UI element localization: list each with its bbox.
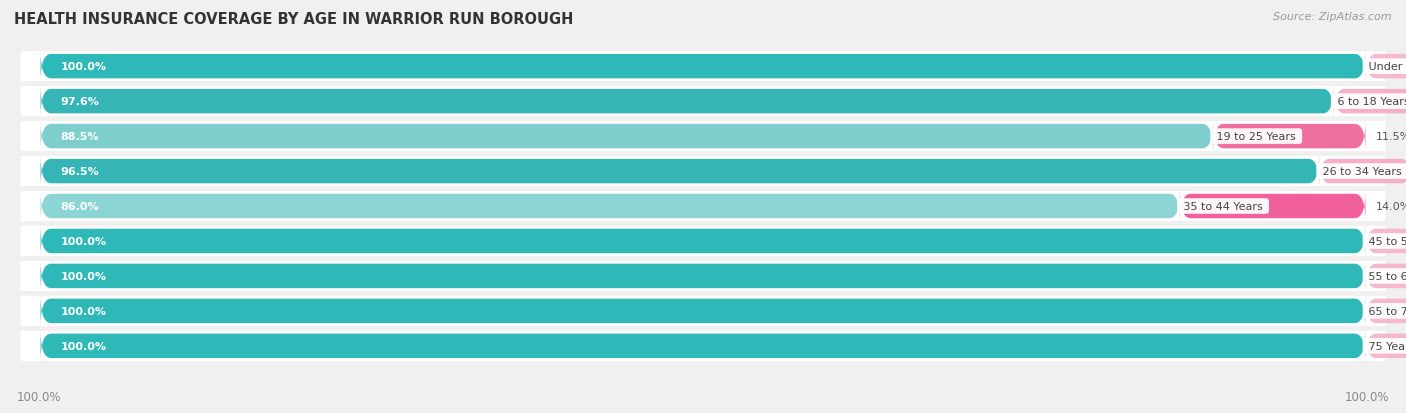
FancyBboxPatch shape (41, 51, 1365, 83)
Text: 35 to 44 Years: 35 to 44 Years (1180, 202, 1267, 211)
FancyBboxPatch shape (1365, 261, 1406, 292)
FancyBboxPatch shape (1365, 51, 1406, 83)
FancyBboxPatch shape (41, 156, 1319, 188)
Text: HEALTH INSURANCE COVERAGE BY AGE IN WARRIOR RUN BOROUGH: HEALTH INSURANCE COVERAGE BY AGE IN WARR… (14, 12, 574, 27)
FancyBboxPatch shape (1365, 225, 1406, 257)
Text: 75 Years and older: 75 Years and older (1365, 341, 1406, 351)
FancyBboxPatch shape (41, 295, 1365, 327)
Text: 86.0%: 86.0% (60, 202, 98, 211)
FancyBboxPatch shape (21, 331, 1385, 361)
FancyBboxPatch shape (1365, 295, 1406, 327)
Text: 11.5%: 11.5% (1376, 132, 1406, 142)
Text: 19 to 25 Years: 19 to 25 Years (1213, 132, 1299, 142)
Text: 6 to 18 Years: 6 to 18 Years (1334, 97, 1406, 107)
FancyBboxPatch shape (21, 87, 1385, 117)
Text: 26 to 34 Years: 26 to 34 Years (1319, 166, 1406, 177)
FancyBboxPatch shape (21, 226, 1385, 256)
Text: 100.0%: 100.0% (60, 306, 107, 316)
Text: 100.0%: 100.0% (60, 62, 107, 72)
FancyBboxPatch shape (41, 225, 1365, 257)
FancyBboxPatch shape (1180, 191, 1365, 222)
Text: 65 to 74 Years: 65 to 74 Years (1365, 306, 1406, 316)
FancyBboxPatch shape (41, 191, 1180, 222)
FancyBboxPatch shape (41, 121, 1213, 152)
Text: 14.0%: 14.0% (1376, 202, 1406, 211)
FancyBboxPatch shape (21, 261, 1385, 291)
Text: 96.5%: 96.5% (60, 166, 100, 177)
Text: 100.0%: 100.0% (60, 271, 107, 281)
Text: Source: ZipAtlas.com: Source: ZipAtlas.com (1274, 12, 1392, 22)
FancyBboxPatch shape (1334, 86, 1406, 118)
FancyBboxPatch shape (41, 86, 1334, 118)
Text: 100.0%: 100.0% (1344, 390, 1389, 403)
FancyBboxPatch shape (1365, 330, 1406, 362)
FancyBboxPatch shape (21, 122, 1385, 152)
Text: 100.0%: 100.0% (60, 236, 107, 247)
Text: 55 to 64 Years: 55 to 64 Years (1365, 271, 1406, 281)
FancyBboxPatch shape (21, 296, 1385, 326)
FancyBboxPatch shape (1319, 156, 1406, 188)
FancyBboxPatch shape (41, 261, 1365, 292)
Text: 100.0%: 100.0% (17, 390, 62, 403)
FancyBboxPatch shape (1213, 121, 1365, 152)
FancyBboxPatch shape (41, 330, 1365, 362)
Text: 45 to 54 Years: 45 to 54 Years (1365, 236, 1406, 247)
Text: 97.6%: 97.6% (60, 97, 100, 107)
FancyBboxPatch shape (21, 157, 1385, 187)
FancyBboxPatch shape (21, 52, 1385, 82)
Text: 88.5%: 88.5% (60, 132, 98, 142)
FancyBboxPatch shape (21, 192, 1385, 221)
Text: 100.0%: 100.0% (60, 341, 107, 351)
Text: Under 6 Years: Under 6 Years (1365, 62, 1406, 72)
